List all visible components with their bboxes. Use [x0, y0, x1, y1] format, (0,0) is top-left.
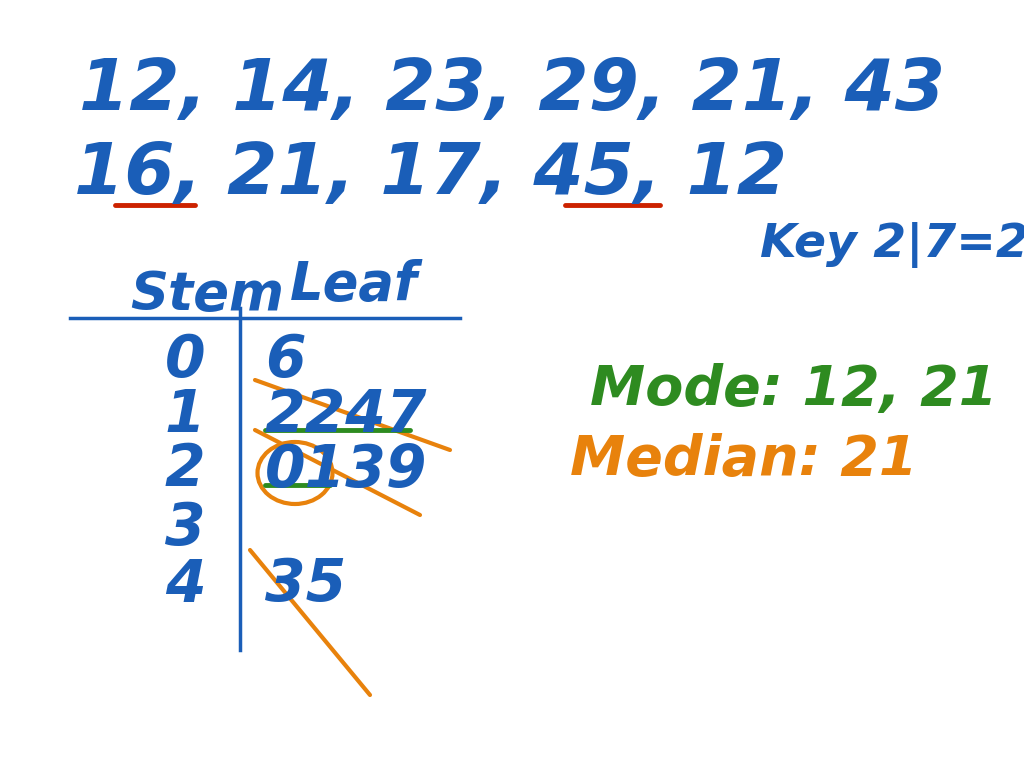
Text: 3: 3 [165, 499, 206, 557]
Text: Median: 21: Median: 21 [570, 433, 918, 487]
Text: 1: 1 [165, 386, 206, 443]
Text: Mode: 12, 21: Mode: 12, 21 [590, 363, 997, 417]
Text: Key 2|7=27: Key 2|7=27 [760, 222, 1024, 268]
Text: Leaf: Leaf [290, 259, 418, 311]
Text: 16, 21, 17, 45, 12: 16, 21, 17, 45, 12 [74, 141, 786, 210]
Text: 35: 35 [265, 557, 346, 614]
Text: 2: 2 [165, 442, 206, 498]
Text: 6: 6 [265, 332, 305, 389]
Text: Stem: Stem [130, 269, 284, 321]
Text: 0: 0 [165, 332, 206, 389]
Text: 4: 4 [165, 557, 206, 614]
Text: 0139: 0139 [265, 442, 427, 498]
Text: 12, 14, 23, 29, 21, 43: 12, 14, 23, 29, 21, 43 [79, 55, 945, 124]
Text: 2247: 2247 [265, 386, 427, 443]
